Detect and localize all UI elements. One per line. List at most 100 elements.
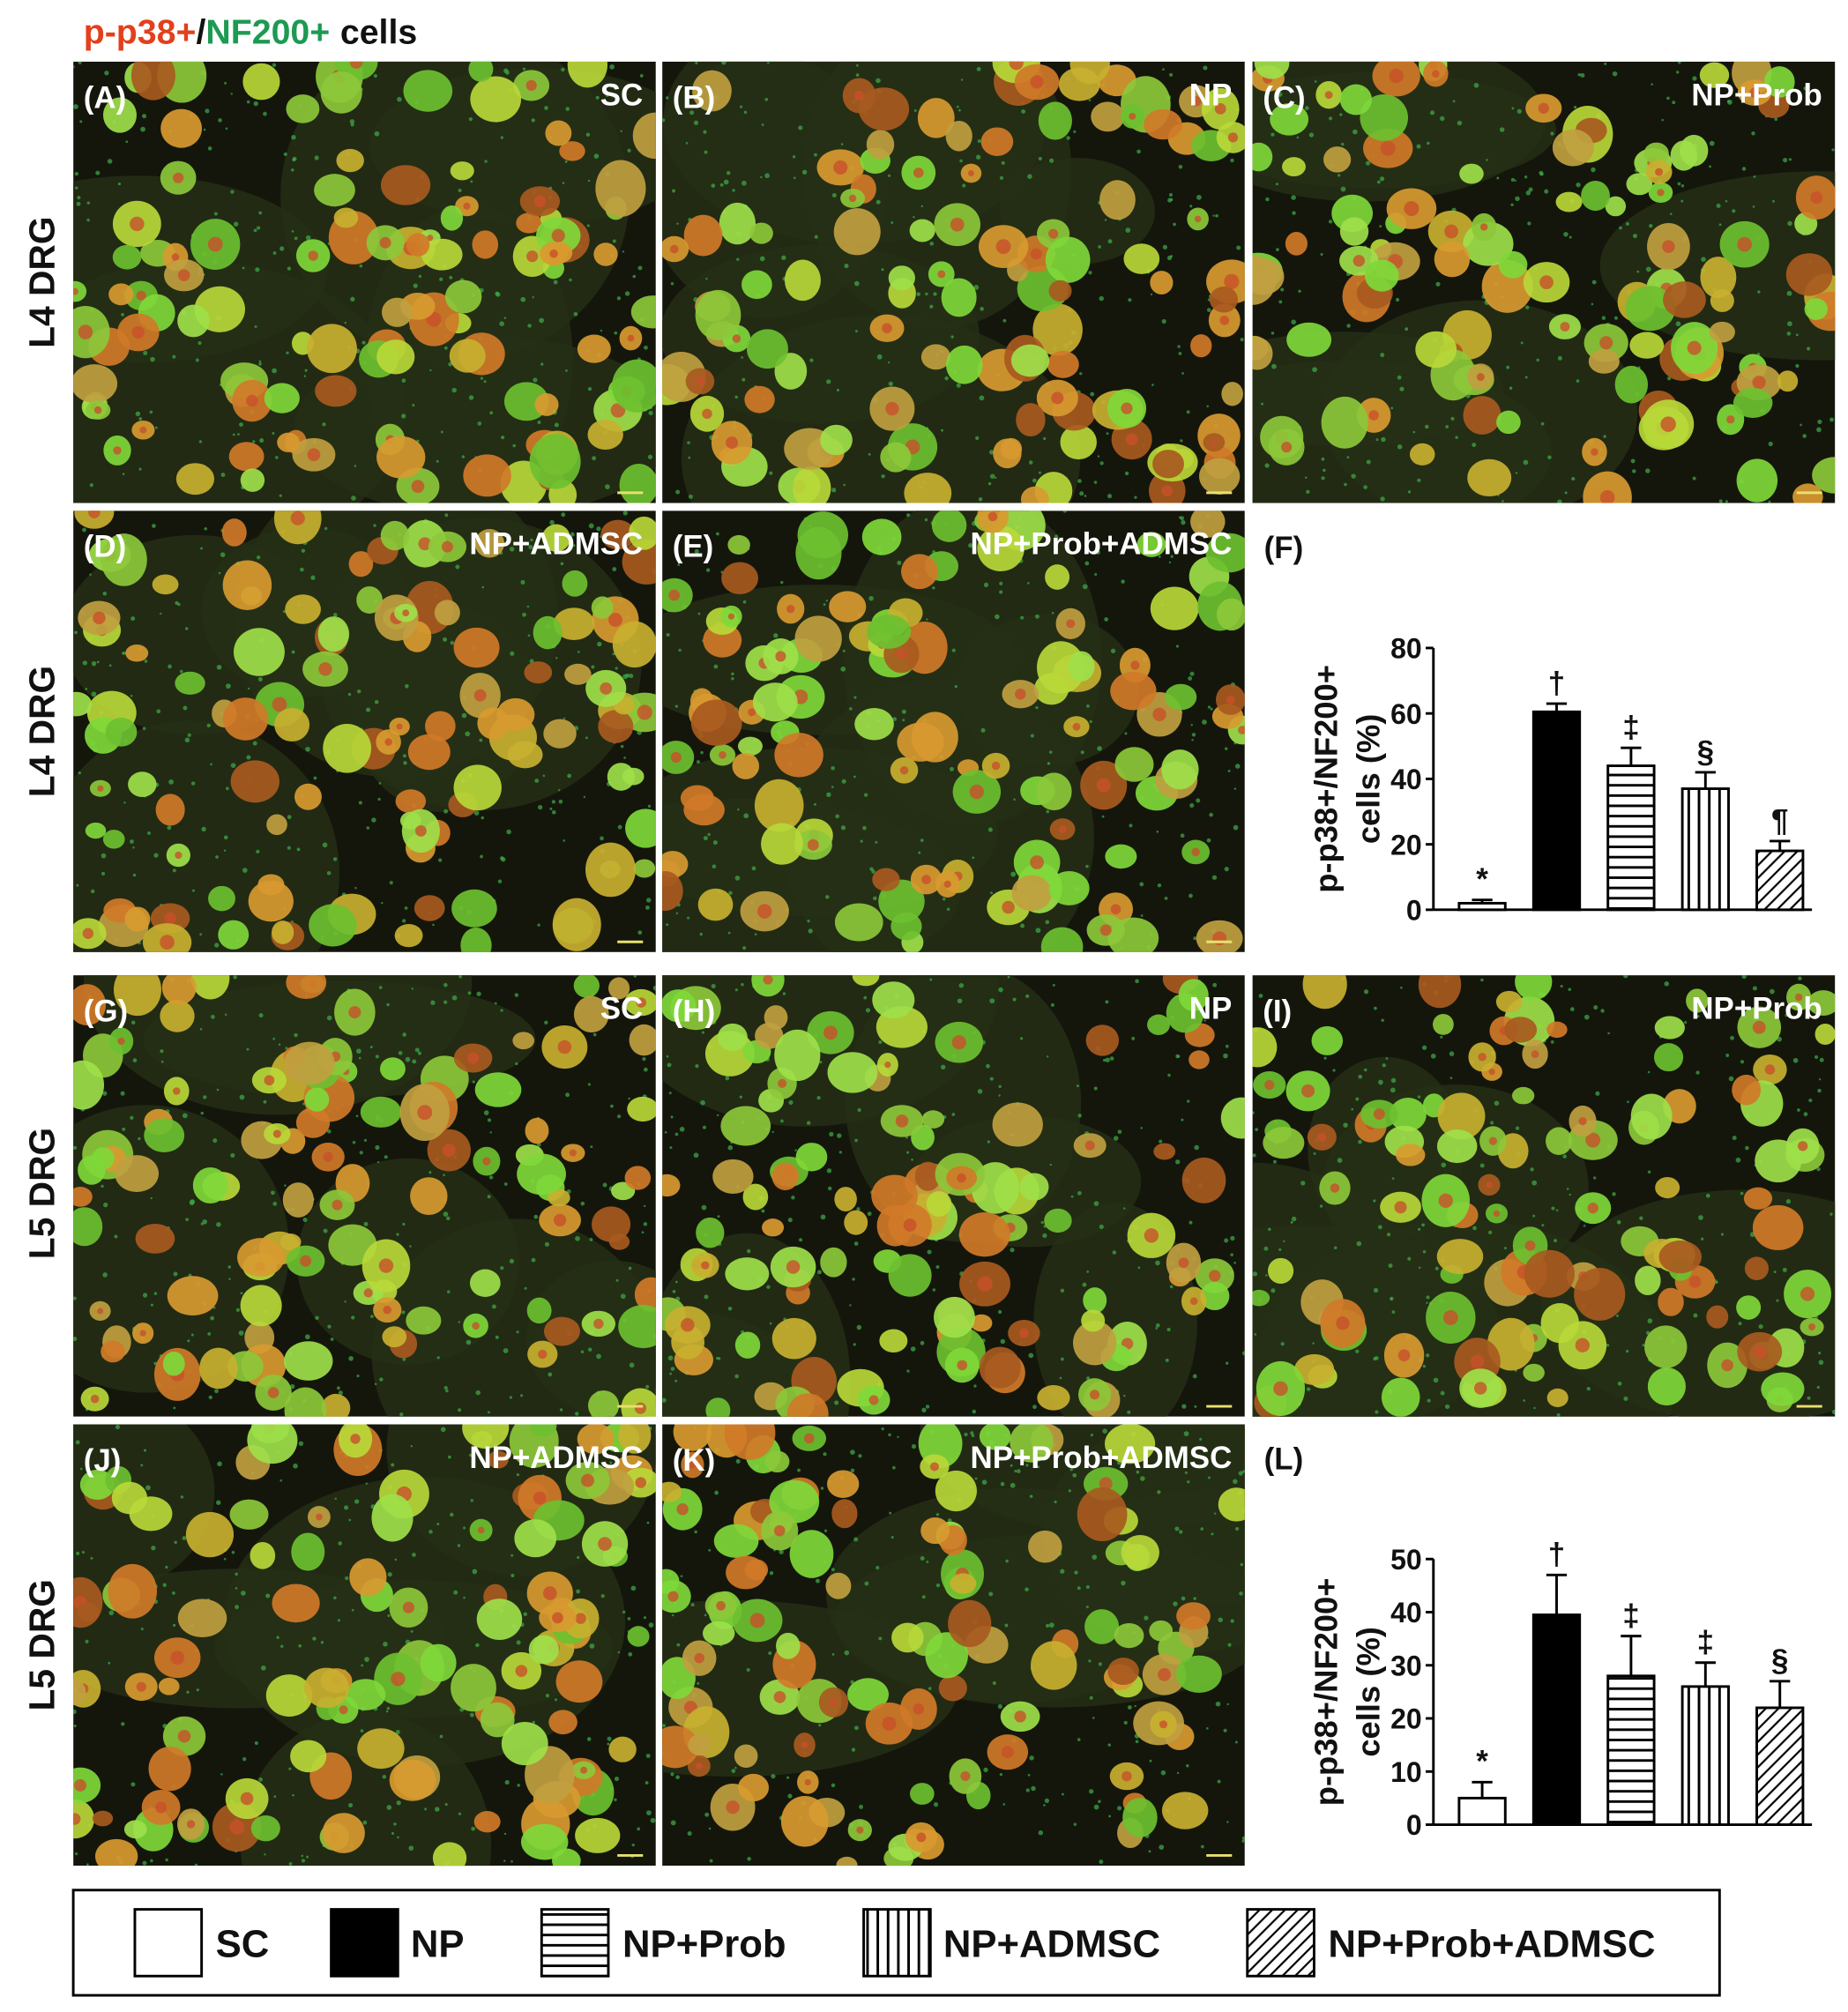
fiber-dot [667,1062,672,1068]
fiber-dot [1202,719,1207,725]
fiber-dot [1191,733,1196,737]
fiber-dot [1510,177,1515,183]
neuron [794,615,842,662]
fiber-dot [1168,561,1172,564]
neuron [1339,217,1369,246]
fiber-dot [356,689,361,694]
fiber-dot [1429,110,1435,116]
neuron [1044,1208,1072,1233]
neuron [847,1678,889,1711]
fiber-dot [491,1304,496,1309]
neuron [533,615,563,650]
neuron [600,519,636,550]
fiber-dot [361,340,366,345]
fiber-dot [1525,190,1531,196]
fiber-dot [345,1576,349,1581]
nucleus [172,1087,181,1095]
fiber-dot [1639,1216,1643,1220]
neuron [938,1674,967,1702]
fiber-dot [527,634,531,637]
fiber-dot [680,1575,683,1577]
fiber-dot [979,395,985,401]
fiber-dot [488,1175,494,1180]
fiber-dot [1200,1844,1204,1849]
panel-group: SC [600,992,644,1026]
fiber-dot [1077,1114,1082,1118]
fiber-dot [130,616,136,622]
fiber-dot [573,311,578,317]
neuron [784,259,821,302]
fiber-dot [1104,617,1109,622]
bar [1755,1706,1805,1826]
neuron [1060,424,1097,460]
fiber-dot [1449,1051,1455,1056]
fiber-dot [216,1222,221,1227]
fiber-dot [1583,1014,1590,1020]
fiber-dot [768,1651,772,1656]
fiber-dot [1203,1019,1206,1022]
neuron [512,1032,535,1050]
nucleus [1014,1710,1026,1723]
fiber-dot [639,74,644,78]
fiber-dot [135,411,141,417]
fiber-dot [78,61,82,64]
neuron [852,975,880,987]
fiber-dot [838,1151,842,1154]
fiber-dot [516,1472,519,1477]
neuron [1812,457,1836,494]
neuron [1016,403,1046,437]
fiber-dot [708,1827,712,1830]
neuron [113,975,161,1017]
neuron [1020,486,1049,503]
fiber-dot [1054,1500,1057,1504]
fiber-dot [289,1383,295,1390]
fiber-dot [247,687,250,690]
fiber-dot [786,1776,790,1779]
fiber-dot [210,1315,215,1321]
fiber-dot [239,422,243,428]
fiber-dot [734,988,738,992]
fiber-dot [1098,1800,1101,1804]
nucleus [1099,1477,1113,1491]
fiber-dot [1196,194,1202,200]
fiber-dot [73,1725,77,1728]
panel-label: (K) [673,1443,715,1478]
legend-swatch [540,1908,610,1978]
fiber-dot [704,150,708,154]
nucleus [177,1730,191,1743]
fiber-dot [1291,319,1296,325]
fiber-dot [652,985,656,991]
fiber-dot [843,483,846,487]
neuron [1176,1602,1211,1630]
neuron [891,1622,924,1653]
fiber-dot [617,1114,622,1119]
neuron [286,94,320,123]
nucleus [896,648,907,659]
neuron [1045,564,1070,590]
fiber-dot [252,741,257,746]
nucleus [1753,1345,1767,1359]
fiber-dot [580,1350,585,1354]
nucleus [773,1524,786,1537]
fiber-dot [366,826,370,830]
fiber-dot [1444,1404,1450,1410]
fiber-dot [1511,107,1515,110]
fiber-dot [1175,645,1180,648]
fiber-dot [1506,365,1510,369]
fiber-dot [1187,1480,1190,1484]
fiber-dot [489,411,494,415]
fiber-dot [217,1461,222,1467]
nucleus [1030,855,1044,869]
fiber-dot [1097,746,1102,751]
nucleus [1227,132,1239,143]
nucleus [833,160,848,175]
fiber-dot [612,652,615,656]
fiber-dot [637,930,643,935]
fiber-dot [336,1386,340,1390]
neuron [749,222,773,244]
fiber-dot [826,1168,832,1174]
fiber-dot [1488,1230,1493,1234]
nucleus [384,738,392,746]
nucleus [1159,1720,1168,1729]
neuron [618,1304,656,1348]
